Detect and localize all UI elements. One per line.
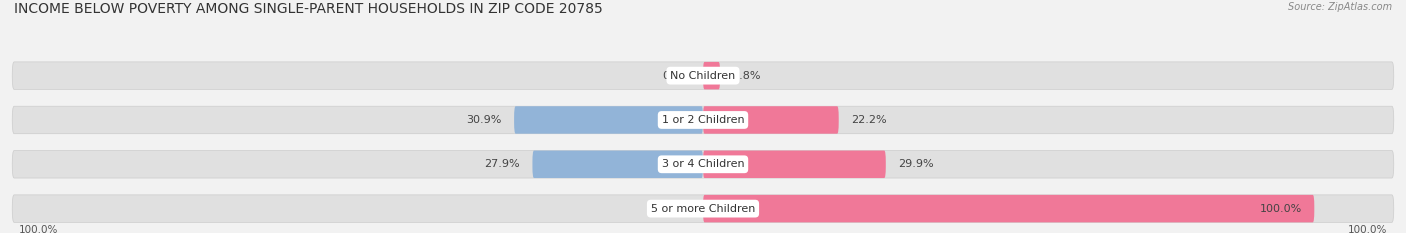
Text: 3 or 4 Children: 3 or 4 Children: [662, 159, 744, 169]
FancyBboxPatch shape: [13, 62, 1393, 89]
FancyBboxPatch shape: [13, 151, 1393, 178]
FancyBboxPatch shape: [533, 151, 703, 178]
FancyBboxPatch shape: [703, 151, 886, 178]
Text: 0.0%: 0.0%: [662, 204, 690, 214]
Text: 1 or 2 Children: 1 or 2 Children: [662, 115, 744, 125]
FancyBboxPatch shape: [703, 62, 720, 89]
FancyBboxPatch shape: [703, 195, 1315, 222]
Text: 100.0%: 100.0%: [1348, 225, 1388, 233]
Text: 27.9%: 27.9%: [485, 159, 520, 169]
Text: Source: ZipAtlas.com: Source: ZipAtlas.com: [1288, 2, 1392, 12]
FancyBboxPatch shape: [515, 106, 703, 134]
Text: 5 or more Children: 5 or more Children: [651, 204, 755, 214]
Text: 30.9%: 30.9%: [467, 115, 502, 125]
Text: 2.8%: 2.8%: [733, 71, 761, 81]
Text: 100.0%: 100.0%: [1260, 204, 1302, 214]
Text: 29.9%: 29.9%: [898, 159, 934, 169]
Text: No Children: No Children: [671, 71, 735, 81]
Text: 0.0%: 0.0%: [662, 71, 690, 81]
Text: INCOME BELOW POVERTY AMONG SINGLE-PARENT HOUSEHOLDS IN ZIP CODE 20785: INCOME BELOW POVERTY AMONG SINGLE-PARENT…: [14, 2, 603, 16]
FancyBboxPatch shape: [703, 106, 839, 134]
FancyBboxPatch shape: [13, 195, 1393, 222]
FancyBboxPatch shape: [13, 106, 1393, 134]
Text: 22.2%: 22.2%: [851, 115, 887, 125]
Text: 100.0%: 100.0%: [18, 225, 58, 233]
